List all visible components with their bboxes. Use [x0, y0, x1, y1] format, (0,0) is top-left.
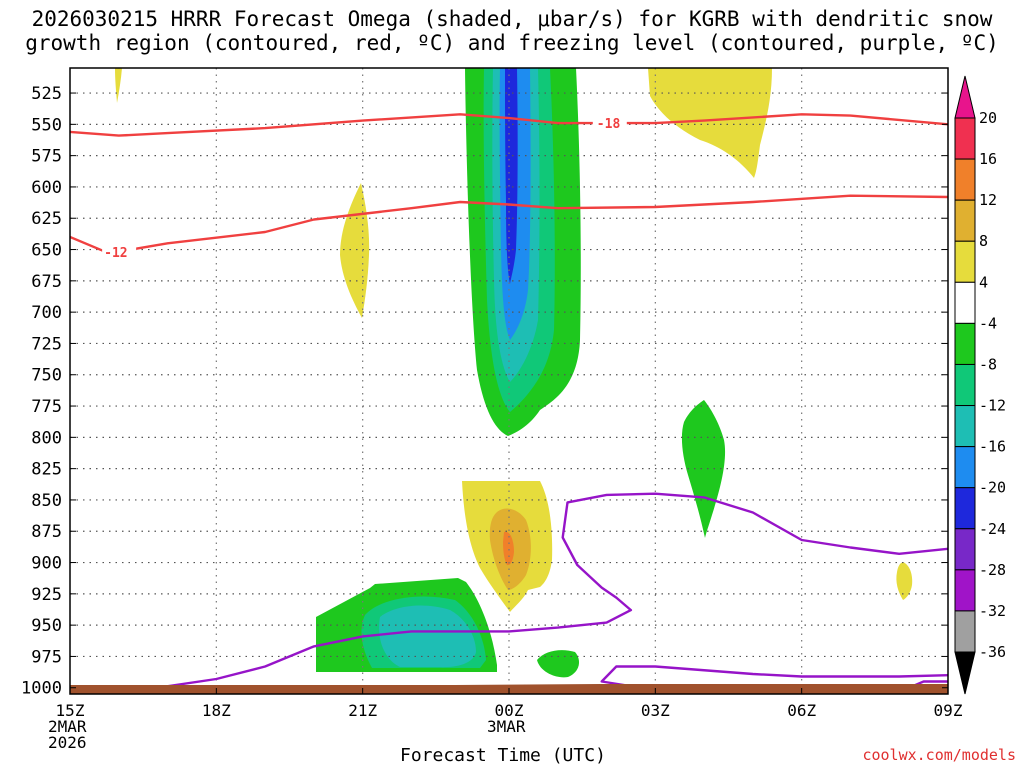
x-tick-label-15Z: 15Z — [56, 701, 85, 720]
y-tick-label-625: 625 — [31, 209, 62, 229]
y-tick-label-525: 525 — [31, 84, 62, 104]
x-tick-label-09Z: 09Z — [934, 701, 963, 720]
omega-shading — [115, 68, 913, 678]
colorbar-band-11 — [954, 569, 976, 612]
colorbar-label-9: -20 — [979, 479, 1006, 497]
colorbar-band-2 — [954, 199, 976, 242]
x-tick-sublabel-3MAR: 3MAR — [487, 717, 526, 736]
y-tick-label-900: 900 — [31, 554, 62, 574]
x-tick-sublabel-2026: 2026 — [48, 733, 87, 752]
colorbar-band-1 — [954, 158, 976, 201]
y-tick-label-925: 925 — [31, 585, 62, 605]
colorbar-label-1: 16 — [979, 150, 997, 168]
colorbar-band-3 — [954, 240, 976, 283]
colorbar-label-5: -4 — [979, 314, 997, 332]
colorbar-label-4: 4 — [979, 273, 988, 291]
colorbar-band-10 — [954, 528, 976, 571]
y-tick-label-775: 775 — [31, 397, 62, 417]
grid-lines — [70, 68, 948, 694]
y-tick-label-825: 825 — [31, 460, 62, 480]
y-tick-label-600: 600 — [31, 178, 62, 198]
colorbar-label-3: 8 — [979, 232, 988, 250]
x-tick-label-00Z: 00Z — [495, 701, 524, 720]
omega-region-green-small — [537, 650, 580, 678]
omega-region-yellow-upper — [648, 68, 772, 178]
x-tick-label-21Z: 21Z — [348, 701, 377, 720]
contour-label-1: -18 — [597, 117, 621, 132]
x-tick-label-18Z: 18Z — [202, 701, 231, 720]
colorbar-bottom-arrow — [954, 651, 976, 695]
y-tick-label-725: 725 — [31, 334, 62, 354]
credit-text: coolwx.com/models — [862, 746, 1016, 764]
dendritic-contour-2 — [70, 194, 948, 255]
colorbar-label-8: -16 — [979, 438, 1006, 456]
colorbar-band-5 — [954, 322, 976, 365]
omega-region-green-mid — [681, 400, 726, 538]
y-tick-label-750: 750 — [31, 366, 62, 386]
y-tick-label-550: 550 — [31, 115, 62, 135]
y-tick-label-950: 950 — [31, 616, 62, 636]
colorbar-label-11: -28 — [979, 561, 1006, 579]
chart-title-line-1: 2026030215 HRRR Forecast Omega (shaded, … — [31, 7, 993, 31]
contour-label-2: -12 — [104, 246, 127, 261]
chart-title-line-2: growth region (contoured, red, ºC) and f… — [25, 31, 999, 55]
contour-label-bg-1 — [592, 114, 627, 132]
dendritic-contour-1 — [70, 113, 948, 137]
colorbar-band-0 — [954, 117, 976, 160]
y-tick-label-850: 850 — [31, 491, 62, 511]
colorbar-top-arrow — [954, 75, 976, 119]
y-tick-label-650: 650 — [31, 241, 62, 261]
y-axis: 525 550 575 600 625 650 675 700 725 750 775 800 825 8… — [21, 84, 948, 699]
omega-region-yellow-small-1 — [115, 68, 122, 103]
omega-region-blue — [505, 68, 518, 284]
colorbar-label-7: -12 — [979, 397, 1006, 415]
y-tick-label-575: 575 — [31, 147, 62, 167]
y-tick-label-800: 800 — [31, 428, 62, 448]
colorbar: 20 16 12 8 4 -4 -8 -12 -16 -20 -24 -28 -32 -36 — [954, 75, 1006, 695]
y-tick-label-700: 700 — [31, 303, 62, 323]
freezing-level-contour-2 — [600, 665, 948, 689]
omega-region-cyan-low — [379, 605, 476, 668]
contour-label-bg-2 — [102, 244, 137, 262]
omega-region-yellow-small-3 — [896, 562, 913, 600]
colorbar-band-7 — [954, 405, 976, 448]
y-tick-label-975: 975 — [31, 647, 62, 667]
y-tick-label-1000: 1000 — [21, 679, 62, 699]
freezing-level-contour-1 — [157, 492, 948, 689]
colorbar-label-13: -36 — [979, 643, 1006, 661]
colorbar-label-2: 12 — [979, 191, 997, 209]
x-tick-label-03Z: 03Z — [641, 701, 670, 720]
colorbar-band-8 — [954, 446, 976, 489]
colorbar-band-9 — [954, 487, 976, 530]
colorbar-label-10: -24 — [979, 520, 1006, 538]
colorbar-label-12: -32 — [979, 602, 1006, 620]
x-tick-label-06Z: 06Z — [787, 701, 816, 720]
y-tick-label-675: 675 — [31, 272, 62, 292]
y-tick-label-875: 875 — [31, 522, 62, 542]
colorbar-band-6 — [954, 363, 976, 407]
omega-region-orange — [503, 531, 514, 566]
colorbar-label-0: 20 — [979, 109, 997, 127]
colorbar-band-4 — [954, 281, 976, 324]
colorbar-band-12 — [954, 610, 976, 653]
colorbar-label-6: -8 — [979, 355, 997, 373]
x-tick-sublabel-2MAR: 2MAR — [48, 717, 87, 736]
x-axis-title: Forecast Time (UTC) — [400, 745, 606, 766]
